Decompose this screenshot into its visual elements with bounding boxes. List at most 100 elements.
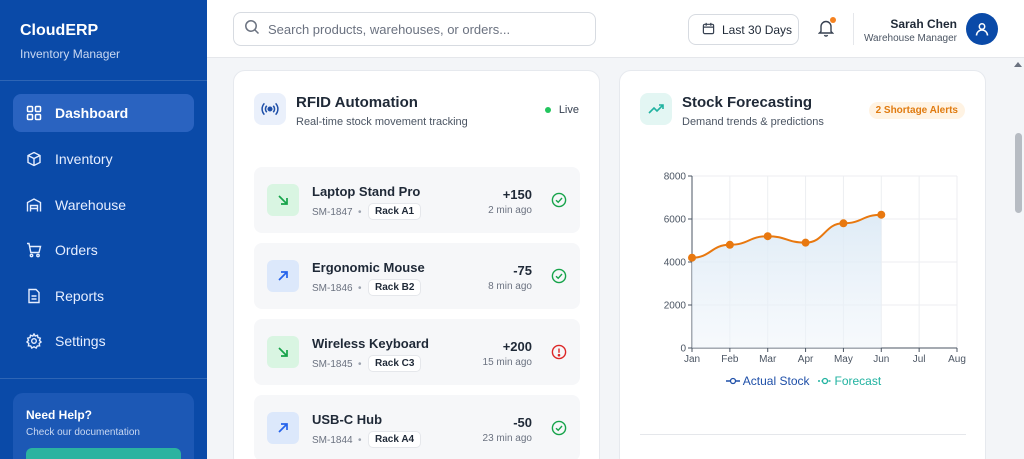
top-header: Last 30 Days Sarah Chen Warehouse Manage… bbox=[207, 0, 1024, 58]
y-tick-label: 0 bbox=[680, 344, 686, 355]
user-name: Sarah Chen bbox=[890, 17, 957, 31]
actual-stock-area bbox=[692, 214, 882, 348]
legend-item-actual[interactable]: Actual Stock bbox=[725, 374, 810, 388]
stock-out-icon bbox=[267, 260, 299, 292]
y-tick-label: 4000 bbox=[664, 258, 687, 269]
rfid-title: RFID Automation bbox=[296, 94, 418, 111]
y-tick-label: 8000 bbox=[664, 172, 687, 183]
check-circle-icon bbox=[551, 192, 567, 208]
x-tick-label: Jun bbox=[873, 354, 889, 365]
sidebar-item-inventory[interactable]: Inventory bbox=[13, 140, 194, 178]
live-dot bbox=[544, 107, 551, 113]
x-tick-label: Apr bbox=[798, 354, 814, 365]
item-sku: SM-1844 bbox=[312, 435, 353, 446]
section-divider bbox=[640, 434, 966, 435]
chart-legend: Actual Stock Forecast bbox=[620, 374, 987, 388]
item-qty: -50 bbox=[513, 415, 532, 430]
legend-line-icon bbox=[725, 377, 740, 385]
legend-line-icon bbox=[817, 377, 832, 385]
item-qty: -75 bbox=[513, 263, 532, 278]
date-range-button[interactable]: Last 30 Days bbox=[688, 14, 799, 45]
brand-name: CloudERP bbox=[20, 22, 99, 39]
item-name: Laptop Stand Pro bbox=[312, 184, 421, 199]
sidebar-divider bbox=[0, 80, 207, 81]
legend-label: Actual Stock bbox=[742, 374, 810, 388]
help-title: Need Help? bbox=[26, 408, 93, 422]
legend-label: Forecast bbox=[834, 374, 882, 388]
actual-stock-point bbox=[877, 210, 886, 219]
rack-badge: Rack A1 bbox=[368, 203, 422, 220]
actual-stock-point bbox=[839, 219, 848, 228]
list-item[interactable]: Wireless Keyboard SM-1845 • Rack C3 +200… bbox=[254, 319, 580, 385]
item-sku: SM-1847 bbox=[312, 207, 353, 218]
header-divider bbox=[853, 13, 854, 45]
sidebar-item-label: Warehouse bbox=[55, 197, 127, 213]
stock-forecast-chart: 0 2000 4000 6000 8000 Jan Feb Mar Apr May Jun Jul Au… bbox=[664, 172, 966, 366]
avatar[interactable] bbox=[966, 13, 998, 45]
list-item[interactable]: USB-C Hub SM-1844 • Rack A4 -50 23 min a… bbox=[254, 395, 580, 459]
rfid-subtitle: Real-time stock movement tracking bbox=[296, 116, 468, 128]
item-name: Wireless Keyboard bbox=[312, 336, 429, 351]
scrollbar-thumb[interactable] bbox=[1015, 133, 1022, 213]
brand-subtitle: Inventory Manager bbox=[20, 47, 121, 61]
sidebar-item-dashboard[interactable]: Dashboard bbox=[13, 94, 194, 132]
item-name: USB-C Hub bbox=[312, 412, 383, 427]
sidebar-item-label: Settings bbox=[55, 333, 106, 349]
item-time: 2 min ago bbox=[488, 205, 532, 216]
signal-icon bbox=[261, 102, 279, 116]
separator-dot: • bbox=[358, 207, 362, 218]
forecast-card: Stock Forecasting Demand trends & predic… bbox=[619, 70, 986, 459]
live-label: Live bbox=[558, 104, 579, 116]
sidebar-item-warehouse[interactable]: Warehouse bbox=[13, 186, 194, 224]
gear-icon bbox=[25, 332, 43, 350]
notification-dot bbox=[830, 17, 836, 23]
forecast-subtitle: Demand trends & predictions bbox=[682, 116, 824, 128]
list-item[interactable]: Laptop Stand Pro SM-1847 • Rack A1 +150 … bbox=[254, 167, 580, 233]
item-qty: +200 bbox=[502, 339, 532, 354]
warehouse-icon bbox=[25, 196, 43, 214]
forecast-title: Stock Forecasting bbox=[682, 94, 813, 111]
x-tick-label: Feb bbox=[721, 354, 739, 365]
separator-dot: • bbox=[358, 359, 362, 370]
actual-stock-point bbox=[801, 238, 810, 247]
stock-in-icon bbox=[267, 184, 299, 216]
item-sku: SM-1845 bbox=[312, 359, 353, 370]
date-range-label: Last 30 Days bbox=[722, 22, 793, 37]
x-tick-label: Jan bbox=[684, 354, 700, 365]
rack-badge: Rack B2 bbox=[368, 279, 422, 296]
sidebar-item-label: Dashboard bbox=[55, 105, 129, 121]
help-box: Need Help? Check our documentation bbox=[13, 393, 194, 459]
y-tick-label: 2000 bbox=[664, 301, 687, 312]
rfid-card: RFID Automation Real-time stock movement… bbox=[233, 70, 600, 459]
actual-stock-line bbox=[691, 213, 882, 259]
list-item[interactable]: Ergonomic Mouse SM-1846 • Rack B2 -75 8 … bbox=[254, 243, 580, 309]
shortage-alert-badge[interactable]: 2 Shortage Alerts bbox=[868, 102, 965, 119]
box-icon bbox=[25, 150, 43, 168]
trending-up-icon bbox=[648, 104, 664, 114]
rack-badge: Rack A4 bbox=[368, 431, 422, 448]
help-button[interactable] bbox=[26, 448, 181, 459]
help-subtitle: Check our documentation bbox=[26, 427, 140, 438]
search-input[interactable] bbox=[268, 21, 588, 37]
scroll-up-arrow-icon[interactable] bbox=[1014, 62, 1022, 67]
live-indicator: Live bbox=[544, 104, 579, 116]
search-bar[interactable] bbox=[233, 12, 596, 46]
actual-stock-point bbox=[763, 232, 772, 241]
legend-item-forecast[interactable]: Forecast bbox=[817, 374, 882, 388]
sidebar-item-orders[interactable]: Orders bbox=[13, 231, 194, 269]
sidebar-item-settings[interactable]: Settings bbox=[13, 322, 194, 360]
sidebar: CloudERP Inventory Manager Dashboard Inv… bbox=[0, 0, 207, 459]
x-tick-label: Mar bbox=[759, 354, 777, 365]
sidebar-item-label: Inventory bbox=[55, 151, 113, 167]
search-icon bbox=[244, 19, 260, 40]
stock-out-icon bbox=[267, 412, 299, 444]
bell-icon[interactable] bbox=[817, 19, 836, 39]
check-circle-icon bbox=[551, 268, 567, 284]
x-tick-label: Aug bbox=[948, 354, 966, 365]
sidebar-item-reports[interactable]: Reports bbox=[13, 277, 194, 315]
dashboard-icon bbox=[25, 104, 43, 122]
item-name: Ergonomic Mouse bbox=[312, 260, 425, 275]
sidebar-item-label: Reports bbox=[55, 288, 105, 304]
scrollbar-track[interactable] bbox=[1013, 58, 1024, 459]
sidebar-divider bbox=[0, 378, 207, 379]
